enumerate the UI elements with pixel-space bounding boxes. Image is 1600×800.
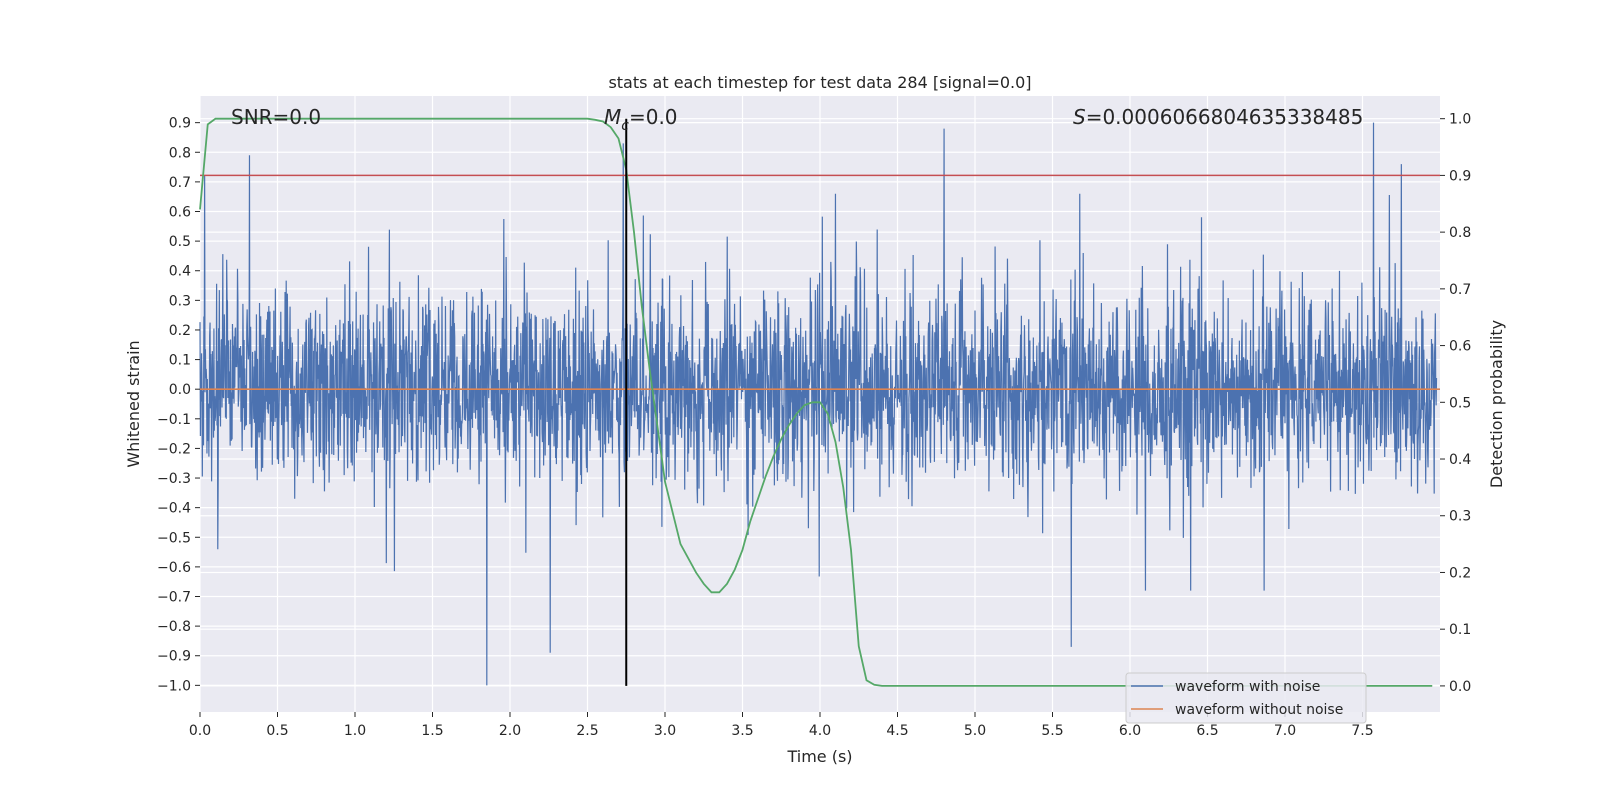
- series-detection-probability: [199, 117, 1433, 687]
- legend-label-clean: waveform without noise: [1175, 702, 1343, 718]
- legend: waveform with noise waveform without noi…: [1125, 672, 1367, 724]
- s-value: =0.0006066804635338485: [1086, 105, 1364, 129]
- right-y-axis-label: Detection probability: [1487, 320, 1506, 488]
- left-tick-label: 0.0: [169, 382, 191, 398]
- left-tick-label: 0.6: [169, 205, 191, 221]
- legend-label-noise: waveform with noise: [1175, 679, 1320, 695]
- right-tick-label: 0.9: [1449, 168, 1471, 184]
- x-tick-label: 0.0: [189, 723, 211, 739]
- left-tick-label: −0.5: [157, 530, 191, 546]
- left-tick-label: 0.7: [169, 175, 191, 191]
- chirp-mass-subscript: c: [621, 118, 629, 134]
- right-tick-label: 0.3: [1449, 509, 1471, 525]
- left-tick-label: 0.5: [169, 234, 191, 250]
- chirp-mass-symbol: M: [604, 105, 621, 129]
- left-tick-label: −0.4: [157, 501, 191, 517]
- s-annotation: S=0.0006066804635338485: [1073, 105, 1363, 129]
- right-tick-label: 0.5: [1449, 395, 1471, 411]
- x-axis: 0.0 0.5 1.0 1.5 2.0 2.5 3.0 3.5 4.0 4.5 5.0 5.5 6.0 6…: [189, 712, 1374, 739]
- x-tick-label: 5.5: [1041, 723, 1063, 739]
- series-waveform-with-noise: [199, 122, 1438, 686]
- right-tick-label: 1.0: [1449, 112, 1471, 128]
- x-tick-label: 1.0: [344, 723, 366, 739]
- left-tick-label: −0.3: [157, 471, 191, 487]
- right-tick-label: 0.1: [1449, 622, 1471, 638]
- chirp-mass-value: =0.0: [629, 105, 678, 129]
- right-tick-label: 0.7: [1449, 282, 1471, 298]
- x-tick-label: 3.5: [731, 723, 753, 739]
- left-tick-label: 0.9: [169, 116, 191, 132]
- left-tick-label: −1.0: [157, 678, 191, 694]
- x-tick-label: 4.0: [809, 723, 831, 739]
- right-tick-label: 0.8: [1449, 225, 1471, 241]
- legend-box: [1125, 672, 1367, 724]
- left-tick-label: 0.2: [169, 323, 191, 339]
- right-tick-label: 0.6: [1449, 339, 1471, 355]
- x-axis-label: Time (s): [786, 747, 852, 766]
- left-y-axis: 0.9 0.8 0.7 0.6 0.5 0.4 0.3 0.2 0.1 0.0 −0.1 −0.2 −0…: [157, 116, 200, 694]
- left-tick-label: −0.1: [157, 412, 191, 428]
- left-tick-label: 0.4: [169, 264, 191, 280]
- x-tick-label: 7.5: [1351, 723, 1373, 739]
- snr-annotation: SNR=0.0: [231, 105, 321, 129]
- left-tick-label: −0.7: [157, 590, 191, 606]
- x-tick-label: 1.5: [421, 723, 443, 739]
- chirp-mass-annotation: Mc=0.0: [604, 105, 678, 134]
- s-symbol: S: [1073, 105, 1086, 129]
- x-tick-label: 4.5: [886, 723, 908, 739]
- right-tick-label: 0.2: [1449, 565, 1471, 581]
- x-tick-label: 7.0: [1274, 723, 1296, 739]
- x-tick-label: 2.0: [499, 723, 521, 739]
- x-tick-label: 6.0: [1119, 723, 1141, 739]
- right-tick-label: 0.4: [1449, 452, 1471, 468]
- chart-title: stats at each timestep for test data 284…: [608, 73, 1031, 92]
- left-tick-label: −0.9: [157, 649, 191, 665]
- left-tick-label: 0.3: [169, 293, 191, 309]
- x-tick-label: 0.5: [266, 723, 288, 739]
- left-tick-label: 0.8: [169, 145, 191, 161]
- left-tick-label: −0.8: [157, 619, 191, 635]
- x-tick-label: 2.5: [576, 723, 598, 739]
- plot-area: [199, 117, 1440, 687]
- left-tick-label: −0.2: [157, 441, 191, 457]
- right-y-axis: 1.0 0.9 0.8 0.7 0.6 0.5 0.4 0.3 0.2 0.1 0.0: [1440, 112, 1471, 695]
- left-tick-label: −0.6: [157, 560, 191, 576]
- right-tick-label: 0.0: [1449, 679, 1471, 695]
- x-tick-label: 3.0: [654, 723, 676, 739]
- x-tick-label: 5.0: [964, 723, 986, 739]
- x-tick-label: 6.5: [1196, 723, 1218, 739]
- left-tick-label: 0.1: [169, 353, 191, 369]
- left-y-axis-label: Whitened strain: [124, 340, 143, 467]
